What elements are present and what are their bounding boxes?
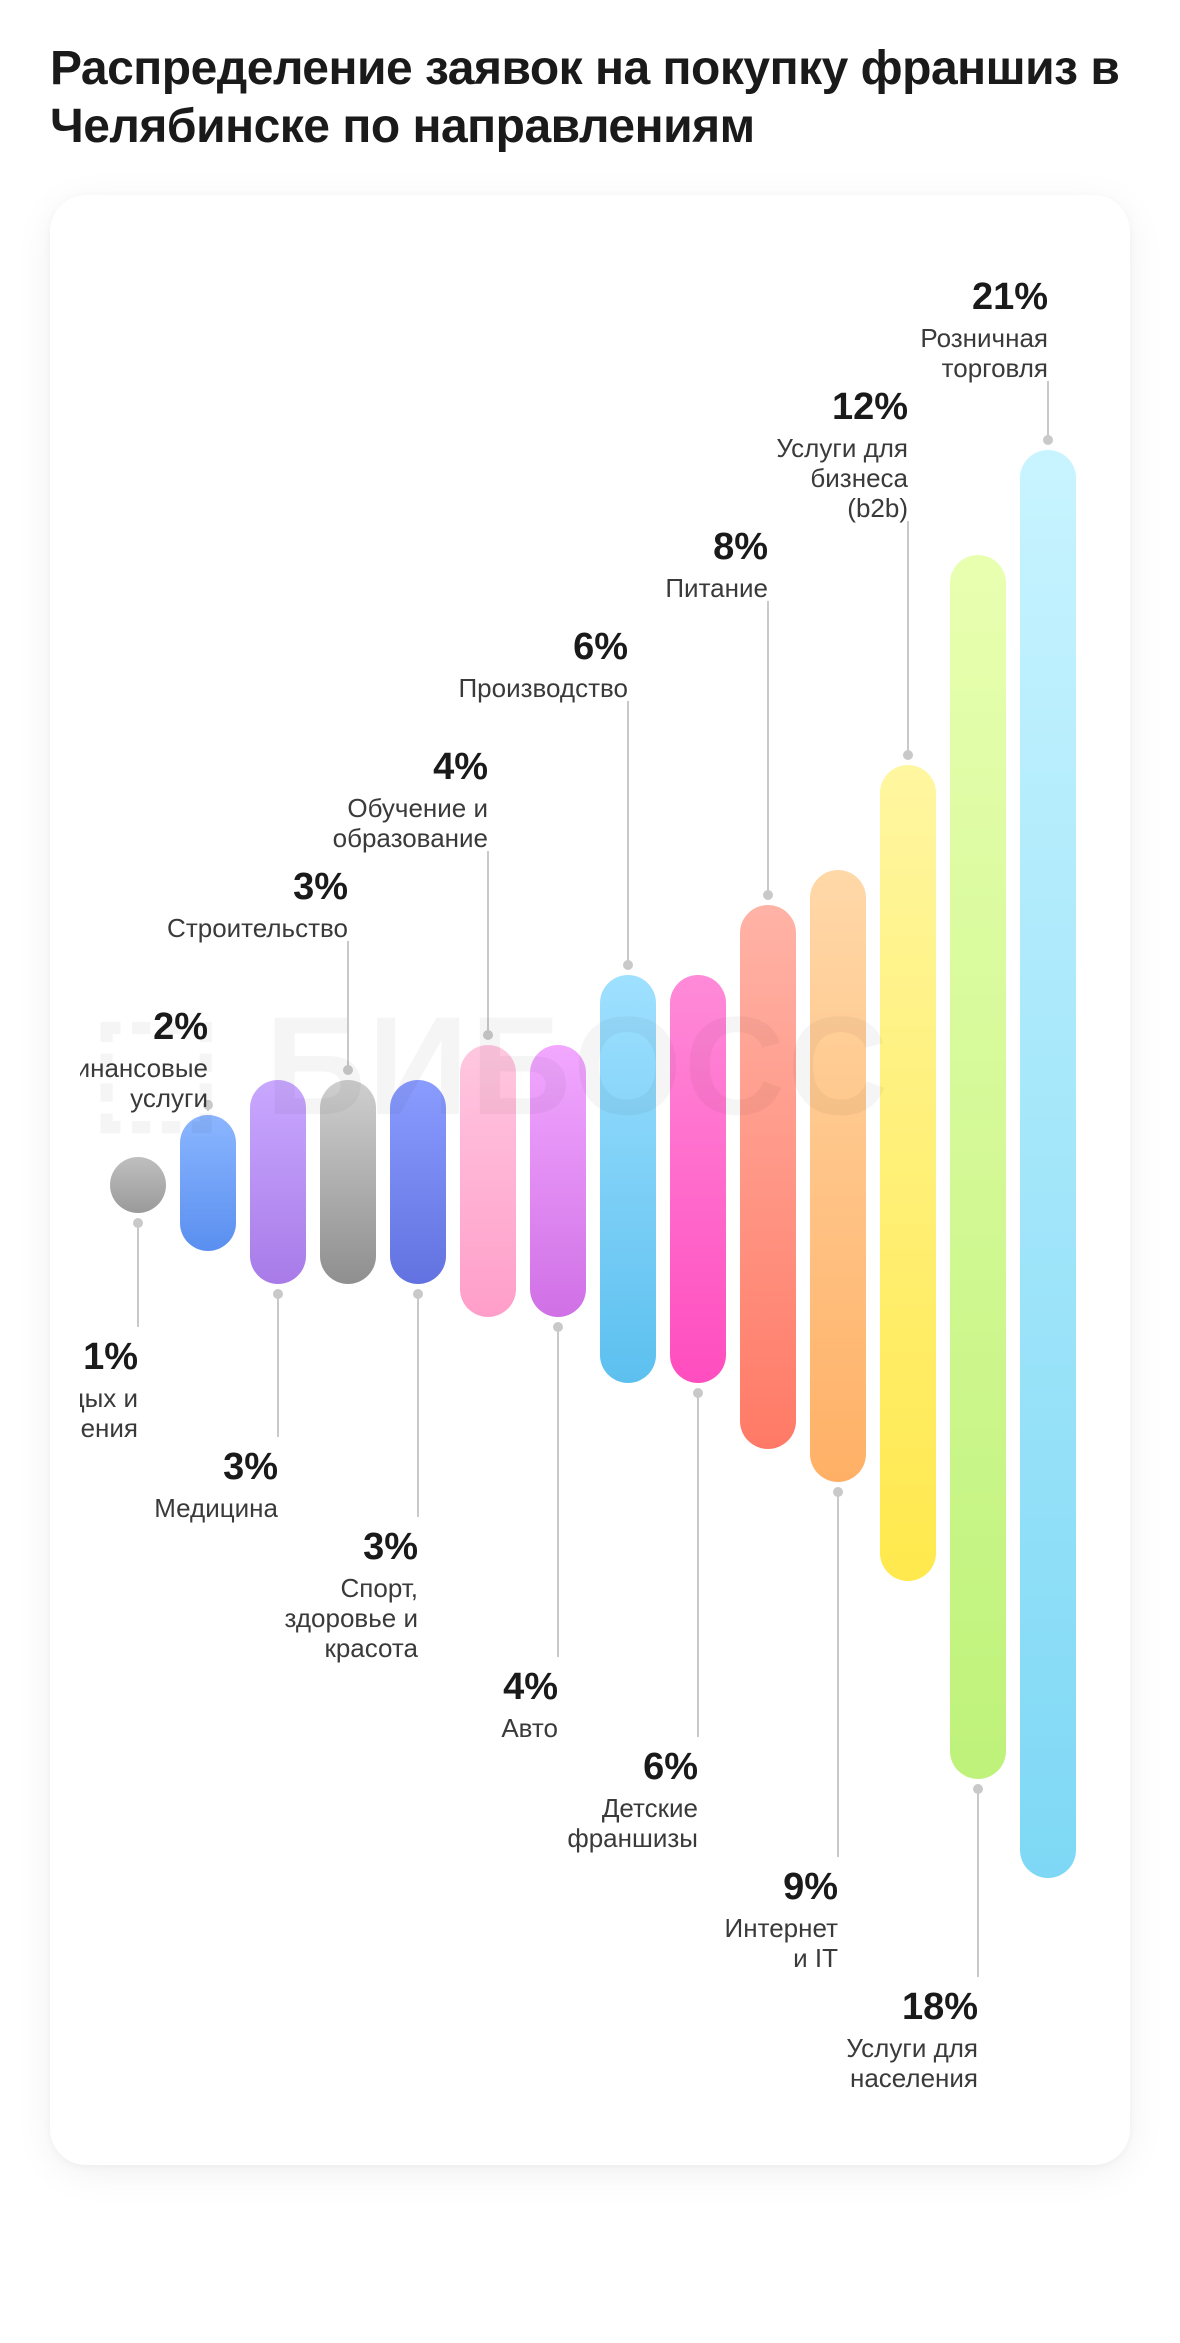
bar-b2b [880, 765, 936, 1581]
bar-food [740, 905, 796, 1449]
lbl-rest-1: развлечения [80, 1413, 138, 1443]
bar-sport [390, 1080, 446, 1284]
bar-finance [180, 1115, 236, 1251]
pct-food: 8% [713, 526, 768, 568]
lbl-b2c-0: Услуги для [846, 2033, 978, 2063]
pct-retail: 21% [972, 276, 1048, 318]
pct-edu: 4% [433, 746, 488, 788]
lbl-retail-1: торговля [942, 353, 1048, 383]
pct-medicine: 3% [223, 1446, 278, 1488]
bar-b2c [950, 555, 1006, 1779]
lbl-constr-0: Строительство [167, 913, 348, 943]
lbl-prod-0: Производство [458, 673, 628, 703]
pct-kids: 6% [643, 1746, 698, 1788]
bar-kids [670, 975, 726, 1383]
lbl-it-1: и IT [793, 1943, 838, 1973]
pct-b2c: 18% [902, 1986, 978, 2028]
lbl-kids-1: франшизы [567, 1823, 698, 1853]
chart-card: ⬚ БИБОСС 1%Отдых иразвлечения2%Финансовы… [50, 195, 1130, 2165]
lbl-sport-2: красота [324, 1633, 418, 1663]
lbl-auto-0: Авто [501, 1713, 558, 1743]
bar-retail [1020, 450, 1076, 1878]
pct-b2b: 12% [832, 386, 908, 428]
chart-svg: 1% Отдых иразвлечения 2% Финансовыеуслуги 3%… [80, 225, 1100, 2125]
lbl-edu-0: Обучение и [347, 793, 488, 823]
lbl-sport-1: здоровье и [285, 1603, 418, 1633]
bar-rest [110, 1157, 166, 1213]
pct-prod: 6% [573, 626, 628, 668]
lbl-it-0: Интернет [725, 1913, 839, 1943]
lbl-sport-0: Спорт, [341, 1573, 418, 1603]
lbl-food-0: Питание [665, 573, 768, 603]
lbl-b2c-1: населения [850, 2063, 978, 2093]
bar-medicine [250, 1080, 306, 1284]
lbl-finance-0: Финансовые [80, 1053, 208, 1083]
lbl-retail-0: Розничная [920, 323, 1048, 353]
bar-prod [600, 975, 656, 1383]
pct-it: 9% [783, 1866, 838, 1908]
chart-container: ⬚ БИБОСС 1%Отдых иразвлечения2%Финансовы… [80, 225, 1100, 2125]
lbl-rest-0: Отдых и [80, 1383, 138, 1413]
pct-finance: 2% [153, 1006, 208, 1048]
lbl-b2b-0: Услуги для [776, 433, 908, 463]
lbl-finance-1: услуги [130, 1083, 208, 1113]
bar-it [810, 870, 866, 1482]
page-title: Распределение заявок на покупку франшиз … [50, 40, 1130, 155]
page: Распределение заявок на покупку франшиз … [0, 0, 1180, 2225]
lbl-medicine-0: Медицина [154, 1493, 278, 1523]
lbl-b2b-2: (b2b) [847, 493, 908, 523]
lbl-edu-1: образование [333, 823, 488, 853]
pct-constr: 3% [293, 866, 348, 908]
lbl-kids-0: Детские [602, 1793, 698, 1823]
pct-rest: 1% [83, 1336, 138, 1378]
pct-sport: 3% [363, 1526, 418, 1568]
lbl-b2b-1: бизнеса [810, 463, 908, 493]
pct-auto: 4% [503, 1666, 558, 1708]
bar-auto [530, 1045, 586, 1317]
bar-constr [320, 1080, 376, 1284]
bar-edu [460, 1045, 516, 1317]
